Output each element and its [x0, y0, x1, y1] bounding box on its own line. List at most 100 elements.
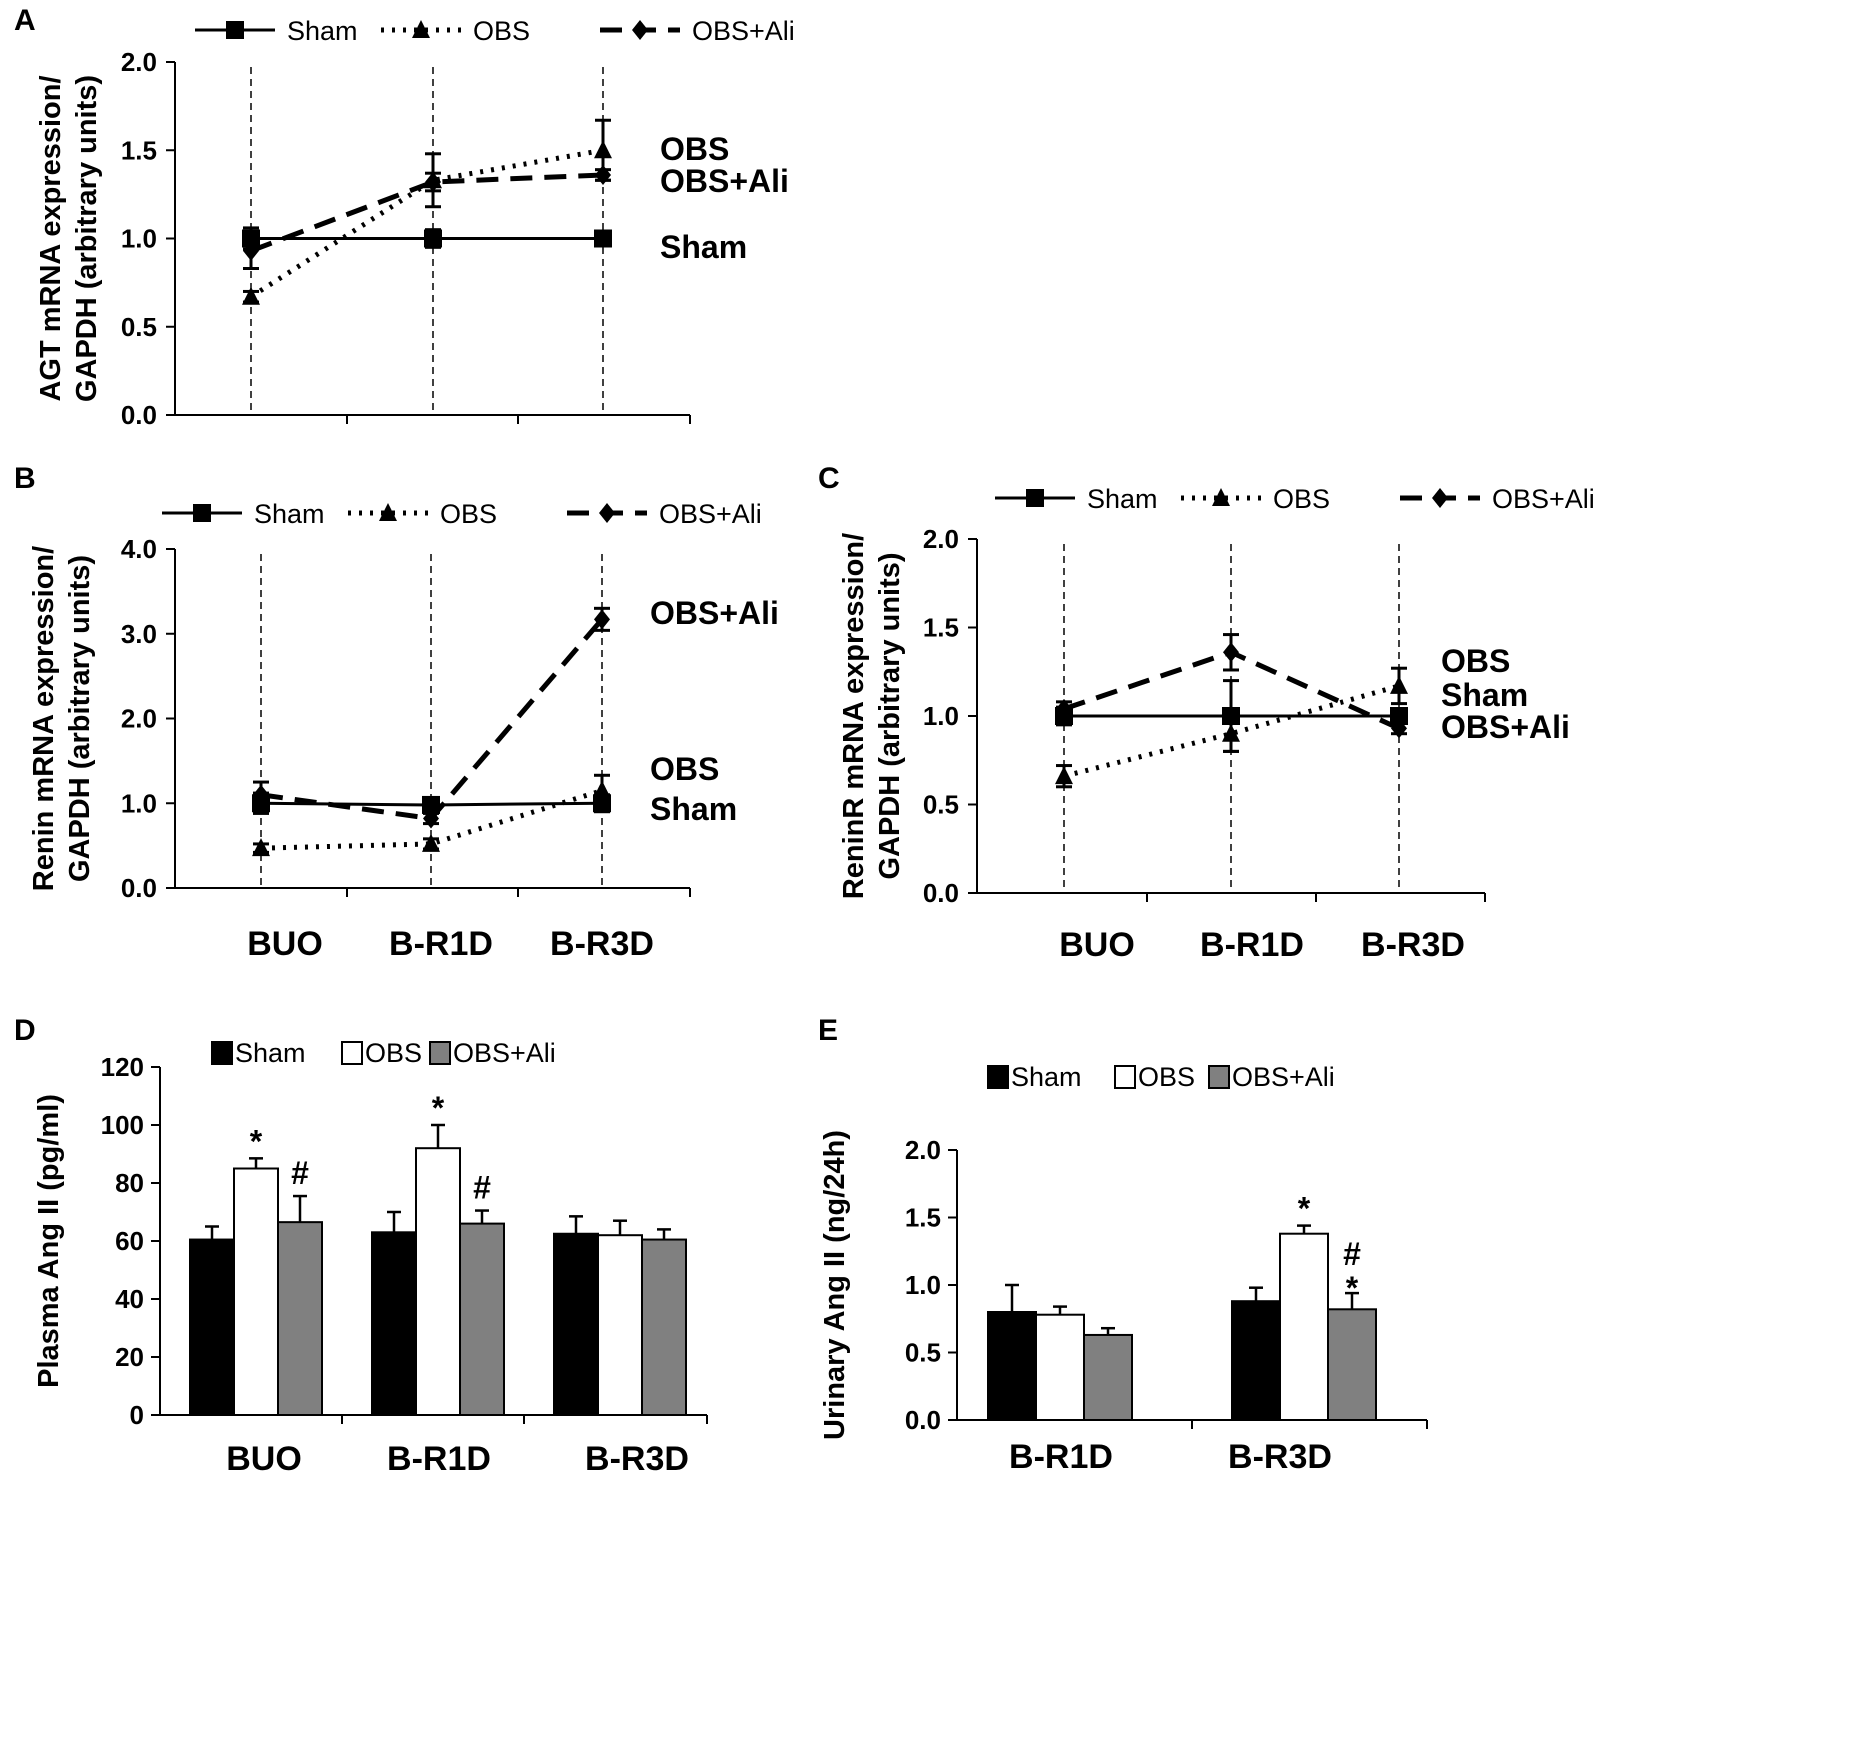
y-axis-label-line: GAPDH (arbitrary units): [71, 75, 103, 402]
y-tick-label: 1.0: [905, 1270, 941, 1300]
y-tick-label: 2.0: [121, 47, 157, 77]
data-point-sham: [593, 794, 611, 813]
legend-label-sham: Sham: [254, 499, 325, 529]
y-axis-label-line: GAPDH (arbitrary units): [64, 555, 96, 882]
series-end-label: OBS: [660, 131, 729, 167]
bar-obs: [415, 1147, 461, 1416]
y-tick-label: 2.0: [905, 1135, 941, 1165]
series-sham: [252, 791, 611, 815]
series-end-label: OBS: [650, 751, 719, 787]
data-point-obs: [1055, 766, 1073, 785]
series-line-obs: [1063, 683, 1400, 779]
data-point-obs-ali: [595, 164, 611, 185]
bar-obs-ali: [1083, 1333, 1133, 1421]
data-point-sham: [422, 795, 440, 814]
series-end-label: Sham: [650, 791, 737, 827]
bar-obs: [597, 1234, 643, 1416]
data-point-obs-ali: [594, 609, 610, 630]
data-point-obs-ali: [425, 172, 441, 193]
data-point-obs: [594, 140, 612, 159]
y-tick-label: 0.0: [905, 1405, 941, 1435]
data-point-obs: [1390, 675, 1408, 694]
x-category-label: BUO: [1059, 926, 1135, 964]
legend-marker-sham: [193, 504, 211, 522]
legend-swatch-obs: [1114, 1065, 1136, 1089]
data-point-sham: [1222, 707, 1240, 725]
legend-label-obs-ali: OBS+Ali: [1492, 484, 1595, 514]
data-point-obs-ali: [1223, 642, 1239, 663]
legend-swatch-obs: [341, 1041, 363, 1065]
legend-swatch-sham: [987, 1065, 1009, 1089]
legend-marker-sham: [226, 21, 244, 39]
x-category-label: B-R3D: [550, 925, 654, 963]
legend-marker-obs-ali: [1432, 488, 1448, 508]
bar-sham: [553, 1232, 599, 1416]
y-tick-label: 0.5: [923, 790, 959, 820]
y-tick-label: 100: [101, 1110, 144, 1140]
x-category-label: B-R1D: [1200, 926, 1304, 964]
significance-mark: *: [1298, 1191, 1311, 1227]
bar-obs-ali: [459, 1222, 505, 1416]
y-tick-label: 1.0: [121, 788, 157, 818]
y-axis-label: Renin mRNA expression/GAPDH (arbitrary u…: [28, 546, 96, 891]
y-tick-label: 20: [115, 1342, 144, 1372]
legend-marker-obs: [1212, 488, 1230, 506]
bar-series-obs-ali: [277, 1194, 687, 1417]
bar-sham: [987, 1311, 1037, 1421]
y-axis-label-line: Renin mRNA expression/: [28, 546, 60, 891]
y-tick-label: 120: [101, 1052, 144, 1082]
series-line-obs: [260, 788, 603, 851]
chart-panel-a: A 0.0 0.5 1.0 1.5 2.0 AGT mRNA expression/GAPD…: [14, 4, 795, 430]
legend-label-obs: OBS: [1273, 484, 1330, 514]
y-axis-label: Urinary Ang II (ng/24h): [819, 1130, 851, 1440]
legend-marker-obs-ali: [599, 503, 615, 523]
y-tick-label: 3.0: [121, 619, 157, 649]
y-tick-label: 1.5: [905, 1203, 941, 1233]
series-end-label: OBS+Ali: [660, 163, 789, 199]
data-point-obs: [422, 833, 440, 852]
series-end-label: Sham: [1441, 677, 1528, 713]
panel-label-c: C: [818, 462, 840, 495]
bar-obs-ali: [641, 1238, 687, 1417]
y-tick-label: 0: [130, 1400, 144, 1430]
x-category-label: B-R3D: [1228, 1438, 1332, 1476]
legend-marker-obs-ali: [632, 20, 648, 40]
legend-label-sham: Sham: [1087, 484, 1158, 514]
y-tick-label: 0.5: [905, 1338, 941, 1368]
significance-mark: *: [1346, 1270, 1359, 1306]
series-sham: [242, 226, 612, 251]
y-tick-label: 2.0: [121, 704, 157, 734]
y-axis-label: Plasma Ang II (pg/ml): [33, 1094, 65, 1388]
y-axis-label-line: AGT mRNA expression/: [35, 75, 67, 401]
x-category-label: B-R1D: [387, 1440, 491, 1478]
data-point-sham: [594, 229, 612, 248]
y-tick-label: 1.0: [923, 701, 959, 731]
legend-label-obs-ali: OBS+Ali: [692, 16, 795, 46]
legend-label-sham: Sham: [287, 16, 358, 46]
y-tick-label: 40: [115, 1284, 144, 1314]
bar-series-obs-ali: [1083, 1291, 1377, 1422]
series-obs-ali: [243, 164, 611, 271]
bar-series-obs: [233, 1123, 643, 1416]
series-line-obs-ali: [250, 172, 604, 254]
y-tick-label: 1.5: [923, 613, 959, 643]
y-tick-label: 0.0: [121, 873, 157, 903]
chart-panel-b: B 0.0 1.0 2.0 3.0 4.0 Renin mRNA expression/GA…: [14, 462, 779, 963]
y-tick-label: 0.0: [923, 878, 959, 908]
series-end-label: OBS+Ali: [650, 595, 779, 631]
series-end-label: Sham: [660, 229, 747, 265]
significance-mark: #: [473, 1170, 491, 1206]
y-tick-label: 60: [115, 1226, 144, 1256]
bar-obs-ali: [277, 1221, 323, 1417]
legend-swatch-obs-ali: [429, 1041, 451, 1065]
data-point-sham: [1390, 707, 1408, 725]
y-tick-label: 4.0: [121, 534, 157, 564]
y-axis-label-line: ReninR mRNA expression/: [838, 533, 870, 899]
data-point-obs: [242, 286, 260, 305]
bar-sham: [1231, 1300, 1281, 1421]
bar-sham: [189, 1238, 235, 1417]
legend-label-obs: OBS: [365, 1038, 422, 1068]
panel-label-b: B: [14, 462, 36, 495]
x-category-label: BUO: [226, 1440, 302, 1478]
